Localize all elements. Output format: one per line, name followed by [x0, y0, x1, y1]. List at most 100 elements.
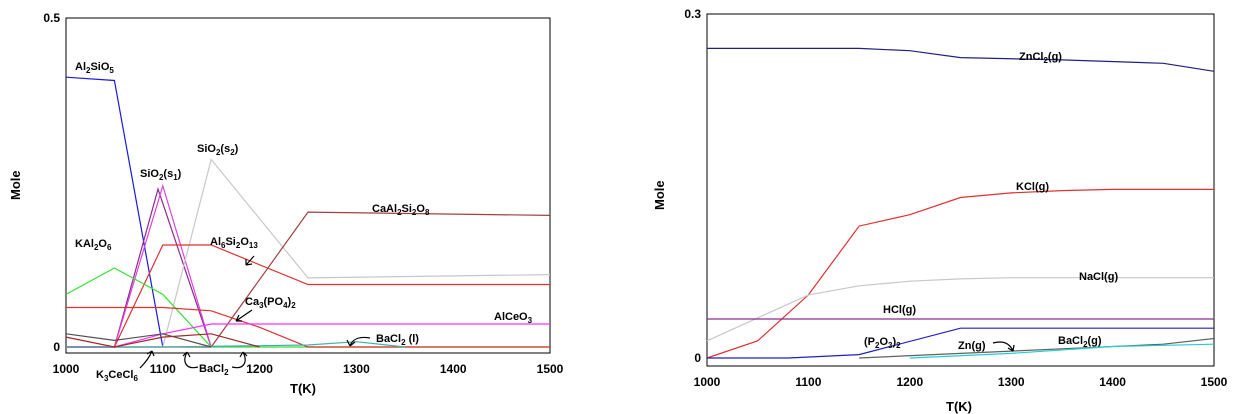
right-x-ticks: 1000 1100 1200 1300 1400 1500: [694, 375, 1228, 389]
label-sub: 2: [1043, 56, 1048, 65]
arrow-bacl2-right: [231, 351, 248, 369]
label-part: KCl(g): [1016, 181, 1049, 193]
label-part: KAl: [75, 238, 94, 250]
x-tick-label: 1000: [694, 375, 721, 389]
label-part: ZnCl: [1019, 51, 1043, 63]
y-tick-label: 0: [694, 351, 701, 365]
label-part: O: [416, 203, 425, 215]
x-tick-label: 1100: [795, 375, 821, 389]
label-bacl2-l: BaCl2 (l): [376, 333, 419, 347]
label-part: CeCl: [108, 369, 133, 381]
label-sub: 6: [107, 243, 112, 252]
label-part: AlCeO: [494, 311, 528, 323]
label-sub: 2: [397, 208, 402, 217]
label-sub: 2: [216, 148, 221, 157]
label-bacl2: BaCl2: [199, 363, 229, 377]
series-line-al2sio5: [65, 76, 164, 348]
label-part: ): [178, 168, 182, 180]
label-sio2-s2: SiO2(s2): [197, 143, 239, 157]
label-sub: 2: [412, 208, 417, 217]
series-line-sio2-s2-: [66, 158, 551, 348]
label-part: BaCl: [199, 363, 224, 375]
label-sub: 2: [401, 338, 406, 347]
left-series-group: [65, 76, 551, 348]
right-chart: 1000 1100 1200 1300 1400 1500 00.3 T(K) Mole …: [652, 7, 1228, 414]
right-series-group: [706, 47, 1215, 359]
label-part: CaAl: [372, 203, 397, 215]
label-part: (g): [1088, 335, 1102, 347]
label-al2sio5: Al2SiO5: [75, 61, 114, 75]
label-part: Al: [75, 61, 86, 73]
label-sub: 6: [133, 374, 138, 383]
label-sub: 2: [896, 341, 901, 350]
label-kcl-g: KCl(g): [1016, 181, 1049, 193]
label-part: ): [235, 143, 239, 155]
label-k3cecl6: K3CeCl6: [96, 369, 138, 383]
x-tick-label: 1300: [343, 362, 370, 376]
label-sub: 13: [249, 241, 258, 250]
right-x-axis-label: T(K): [946, 399, 972, 414]
label-part: O: [240, 236, 249, 248]
label-sub: 4: [283, 301, 288, 310]
label-part: Si: [402, 203, 412, 215]
label-sub: 2: [236, 241, 241, 250]
label-p2o3-2: (P2O3)2: [864, 336, 901, 350]
label-part: (s: [163, 168, 173, 180]
arrow-k3cecl6: [139, 350, 155, 369]
label-part: HCl(g): [883, 304, 916, 316]
left-y-axis-label: Mole: [8, 170, 23, 200]
series-line-bacl2-g-: [909, 343, 1215, 359]
label-part: SiO: [140, 168, 159, 180]
label-hcl-g: HCl(g): [883, 304, 916, 316]
label-part: O: [879, 336, 888, 348]
label-sub: 2: [159, 173, 164, 182]
arrow-ca3po42: [235, 309, 253, 322]
series-line-ca3-po4-2: [66, 306, 550, 348]
label-zncl2-g: ZnCl2(g): [1019, 51, 1062, 65]
series-line-zncl2-g-: [707, 47, 1215, 72]
arrow-bacl2-left: [182, 351, 199, 369]
label-kal2o6: KAl2O6: [75, 238, 112, 252]
label-part: BaCl: [376, 333, 401, 345]
label-sub: 3: [888, 341, 893, 350]
series-line-alceo3: [66, 323, 550, 348]
label-sub: 2: [86, 66, 91, 75]
label-part: (PO: [264, 296, 284, 308]
label-part: K: [96, 369, 104, 381]
series-line-caal2si2o8: [66, 211, 551, 348]
label-sub: 2: [224, 368, 229, 377]
label-part: Al: [210, 236, 221, 248]
label-part: SiO: [197, 143, 216, 155]
x-tick-label: 1200: [896, 375, 923, 389]
label-sub: 2: [291, 301, 296, 310]
x-tick-label: 1400: [1099, 375, 1126, 389]
x-tick-label: 1200: [246, 362, 273, 376]
left-chart: 1000 1100 1200 1300 1400 1500 00.5 T(K) Mole …: [8, 11, 564, 396]
label-bacl2-g: BaCl2(g): [1058, 335, 1102, 349]
x-tick-label: 1500: [1201, 375, 1228, 389]
label-part: SiO: [90, 61, 109, 73]
label-part: BaCl: [1058, 335, 1083, 347]
label-sub: 3: [259, 301, 264, 310]
label-part: (P: [864, 336, 875, 348]
label-ca3po42: Ca3(PO4)2: [245, 296, 296, 310]
label-part: O: [98, 238, 107, 250]
label-sub: 1: [173, 173, 178, 182]
x-tick-label: 1400: [440, 362, 467, 376]
label-part: Zn(g): [958, 340, 986, 352]
label-sub: 5: [109, 66, 114, 75]
label-part: ): [288, 296, 292, 308]
right-y-axis-label: Mole: [652, 180, 667, 210]
series-line-bacl2: [65, 333, 260, 348]
y-tick-label: 0: [53, 340, 60, 354]
arrow-zn-g: [992, 341, 1015, 352]
label-nacl-g: NaCl(g): [1079, 271, 1118, 283]
label-sub: 8: [425, 208, 430, 217]
label-sub: 2: [875, 341, 880, 350]
series-line--p2o3-2: [707, 327, 1214, 359]
label-sub: 6: [221, 241, 226, 250]
x-tick-label: 1100: [150, 362, 176, 376]
label-part: NaCl(g): [1079, 271, 1118, 283]
label-caal2si2o8: CaAl2Si2O8: [372, 203, 430, 217]
